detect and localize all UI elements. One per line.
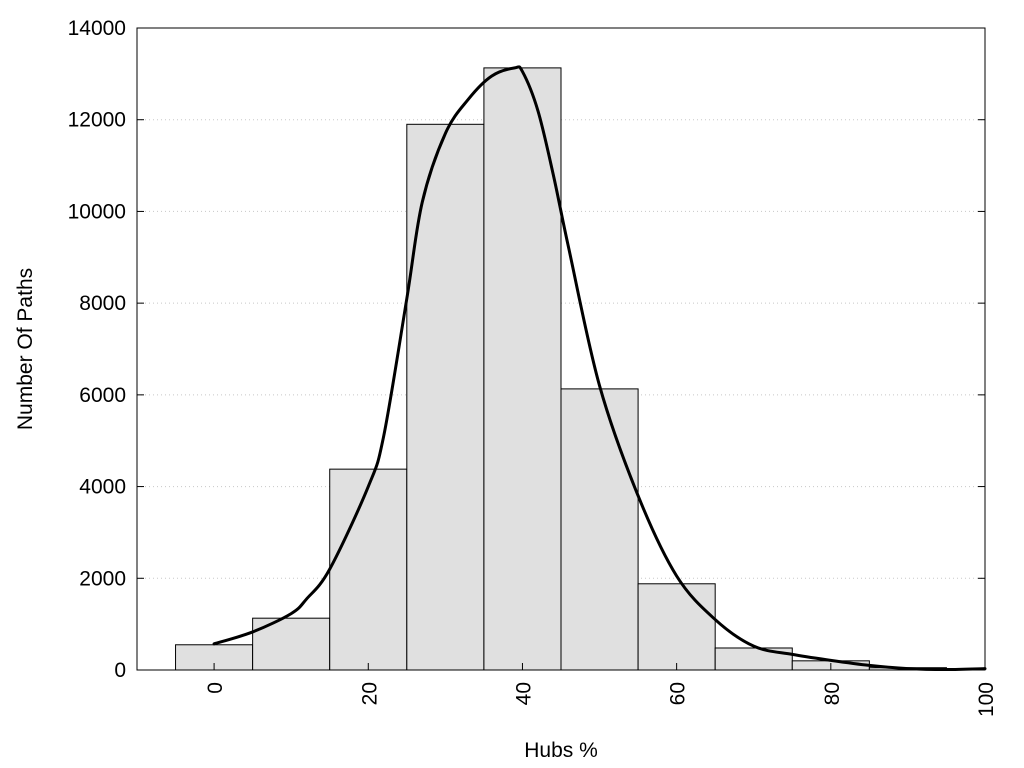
axis-ticks — [137, 27, 986, 671]
y-tick-label-8000: 8000 — [79, 292, 126, 315]
y-tick-label-4000: 4000 — [79, 476, 126, 499]
x-tick-label-60: 60 — [667, 682, 690, 705]
x-axis-title: Hubs % — [524, 739, 598, 762]
density-curve — [212, 65, 987, 672]
plot-frame — [136, 27, 986, 671]
x-tick-label-100: 100 — [975, 682, 998, 717]
y-tick-label-12000: 12000 — [68, 109, 126, 132]
bar-40 — [483, 67, 562, 671]
bar-50 — [560, 388, 639, 671]
y-tick-labels: 0 2000 4000 6000 8000 10000 12000 14000 — [68, 17, 126, 682]
y-tick-label-6000: 6000 — [79, 384, 126, 407]
bar-20 — [329, 468, 408, 671]
x-tick-label-0: 0 — [204, 682, 227, 694]
bar-30 — [406, 123, 485, 671]
histogram-bars — [175, 67, 947, 671]
x-tick-labels: 0 20 40 60 80 100 — [204, 682, 998, 717]
y-axis-title: Number Of Paths — [14, 268, 37, 430]
y-tick-label-0: 0 — [114, 659, 126, 682]
x-tick-label-80: 80 — [821, 682, 844, 705]
x-tick-label-40: 40 — [512, 682, 535, 705]
y-tick-label-2000: 2000 — [79, 567, 126, 590]
x-tick-label-20: 20 — [358, 682, 381, 705]
density-curve-line — [212, 65, 987, 672]
y-tick-label-14000: 14000 — [68, 17, 126, 40]
y-tick-label-10000: 10000 — [68, 200, 126, 223]
bar-60 — [637, 583, 716, 671]
